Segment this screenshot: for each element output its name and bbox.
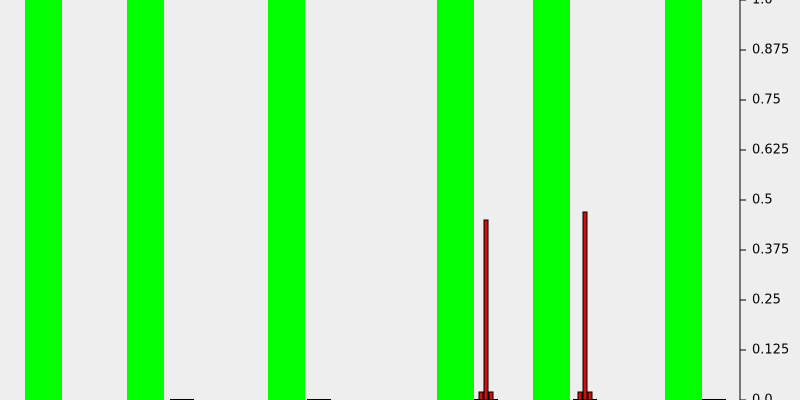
y-tick-label: 0.625 xyxy=(752,143,789,158)
green-band xyxy=(25,0,62,400)
green-band xyxy=(437,0,474,400)
green-bands xyxy=(25,0,702,400)
histogram-bar xyxy=(488,391,494,400)
y-axis: 0.0 0.125 0.25 0.375 0.5 0.625 0.75 0.875 1.0 xyxy=(739,0,789,400)
green-band xyxy=(127,0,164,400)
histogram-bar xyxy=(587,391,593,400)
y-tick-label: 0.375 xyxy=(752,243,789,258)
green-band xyxy=(665,0,702,400)
green-band xyxy=(268,0,305,400)
histogram-bar xyxy=(483,219,489,400)
green-band xyxy=(533,0,570,400)
y-tick-label: 0.0 xyxy=(752,393,773,400)
histogram-bar xyxy=(478,391,484,400)
y-tick-label: 0.875 xyxy=(752,43,789,58)
histogram-bar xyxy=(577,391,583,400)
y-tick-label: 0.25 xyxy=(752,293,781,308)
y-tick-label: 0.75 xyxy=(752,93,781,108)
y-tick-label: 1.0 xyxy=(752,0,773,8)
y-tick-label: 0.125 xyxy=(752,343,789,358)
y-tick-label: 0.5 xyxy=(752,193,773,208)
histogram-bar xyxy=(582,211,588,400)
